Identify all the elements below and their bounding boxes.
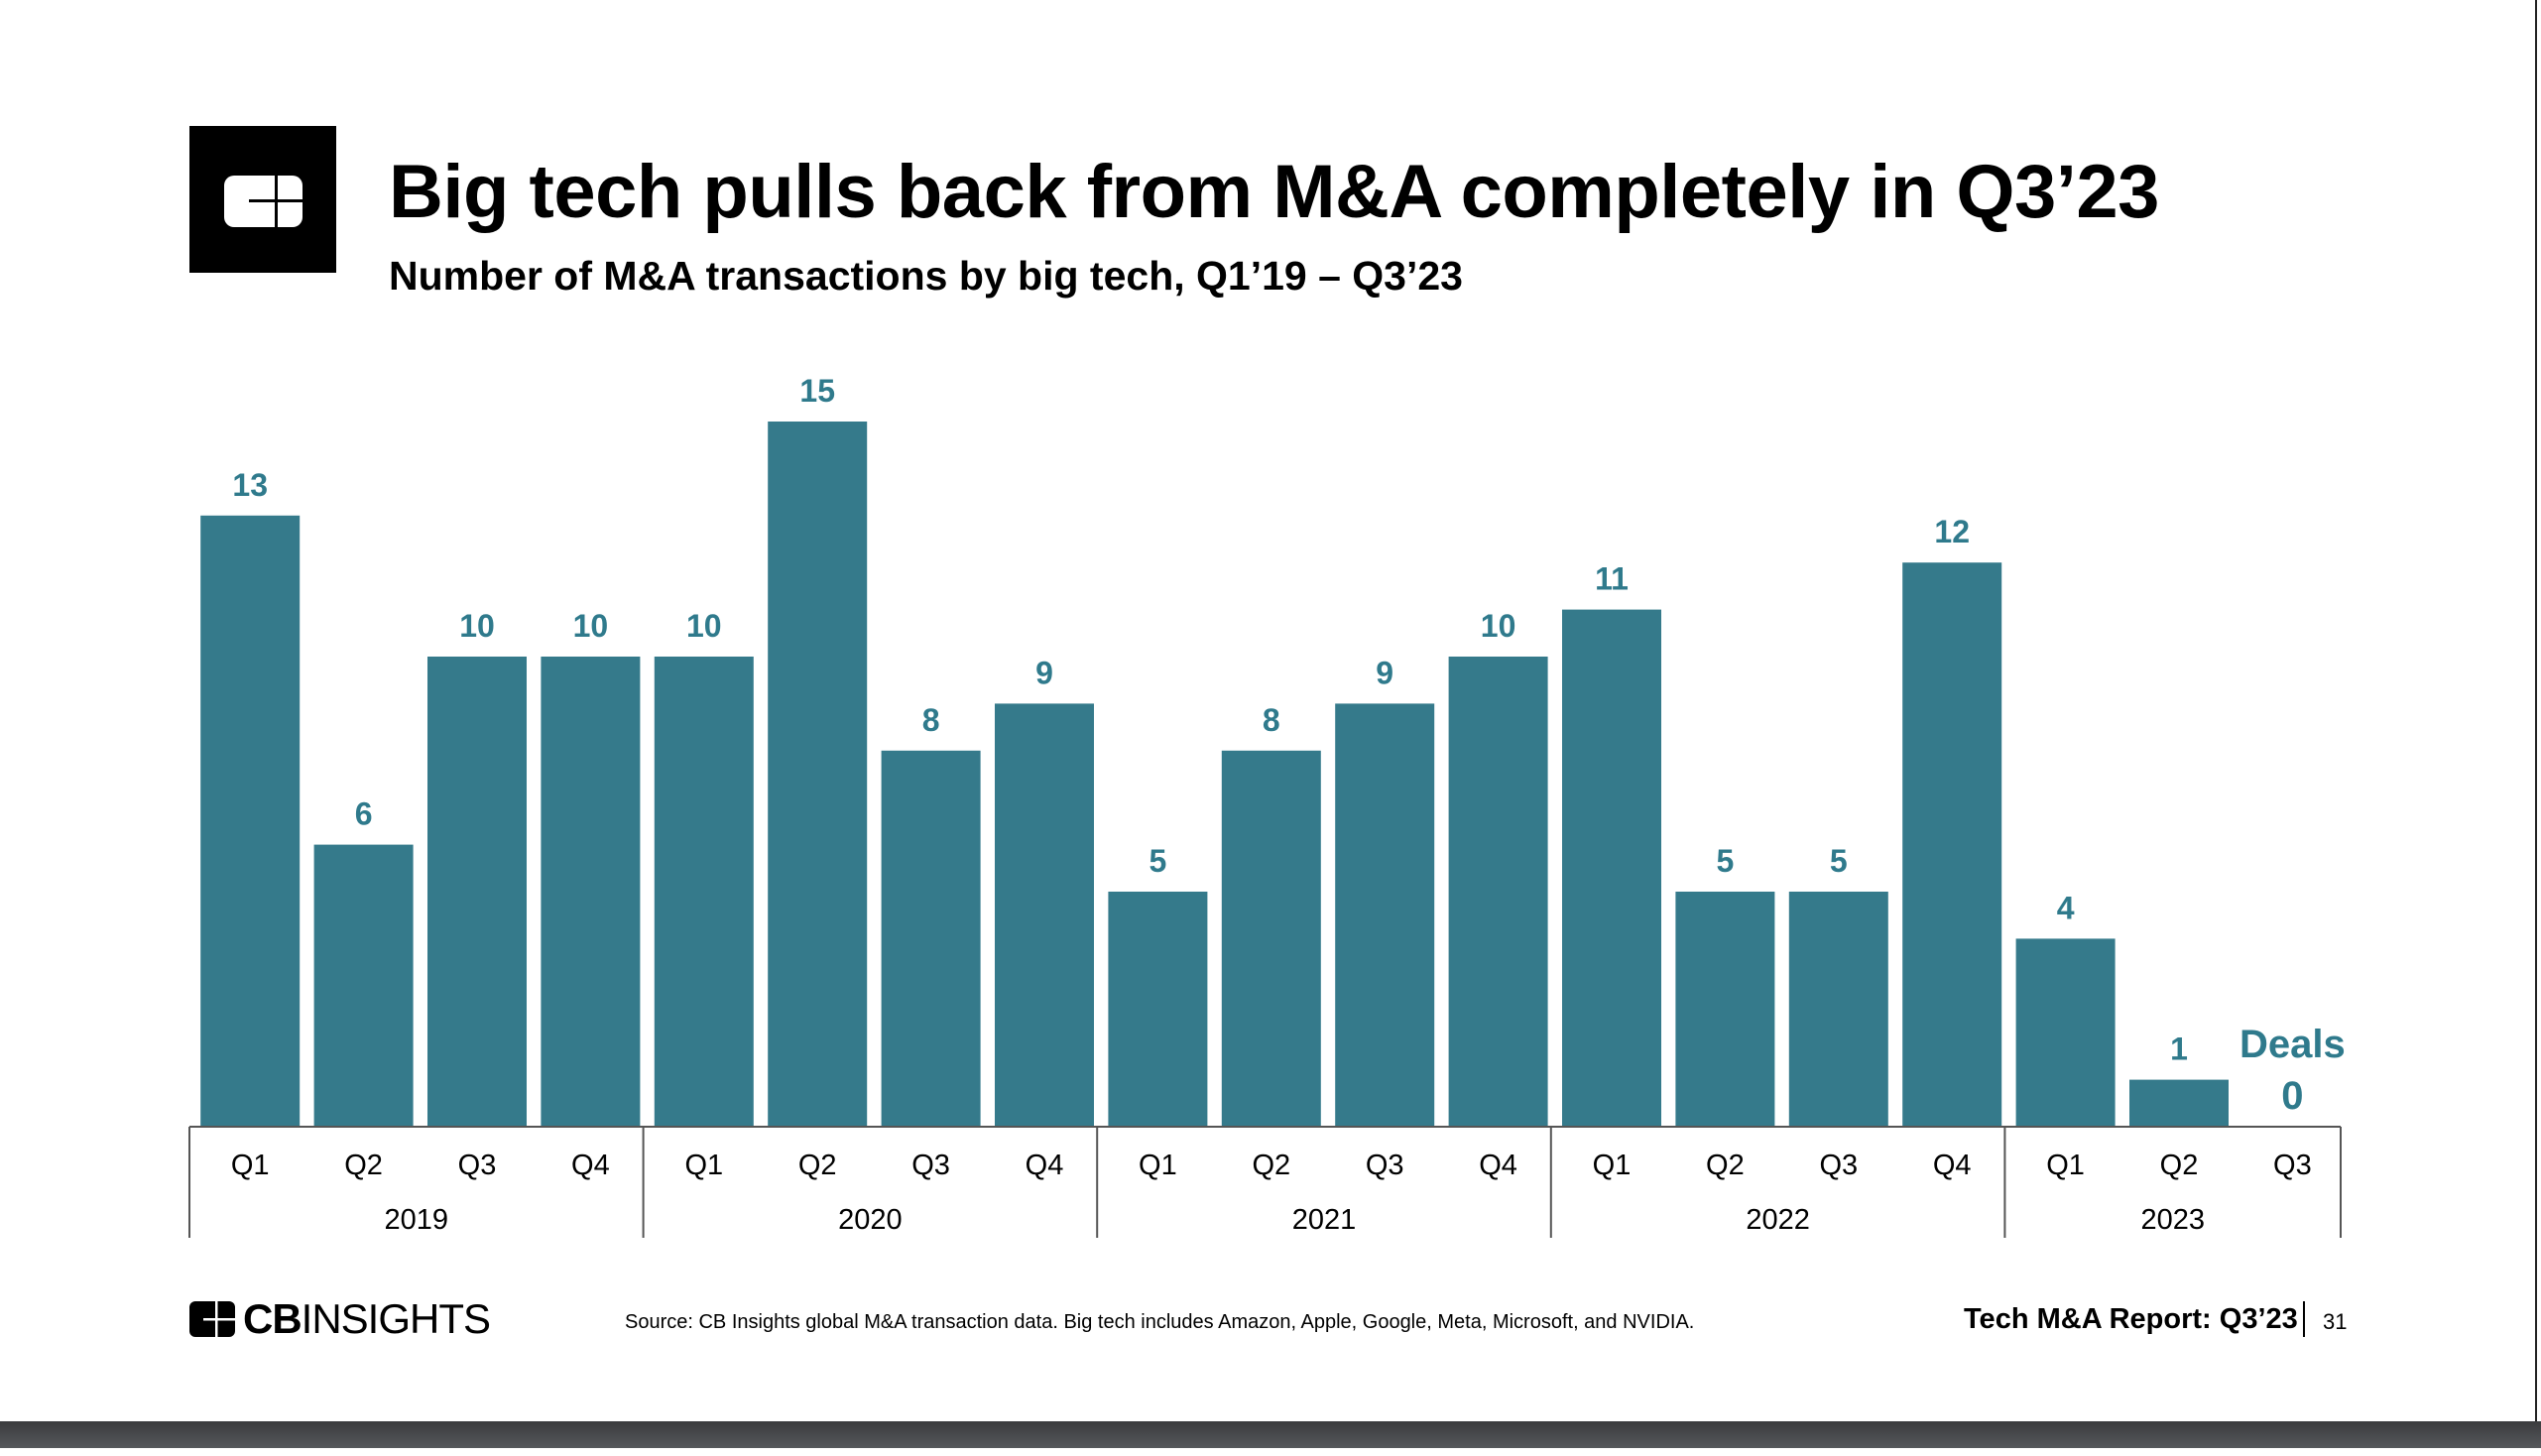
category-tick: Q2 [2160,1150,2199,1181]
bar [768,422,868,1127]
category-tick: Q2 [1252,1150,1290,1181]
category-tick: Q3 [911,1150,950,1181]
bar [1562,609,1661,1127]
category-tick: Q1 [684,1150,723,1181]
category-tick: Q4 [571,1150,610,1181]
year-label: 2020 [838,1204,903,1236]
cb-logo-icon [224,176,302,227]
bar [1675,892,1775,1127]
data-label: 10 [686,608,722,644]
data-label: 10 [573,608,609,644]
data-label: 4 [2057,890,2075,925]
page-subtitle: Number of M&A transactions by big tech, … [389,253,1463,299]
page-number: 31 [2323,1309,2348,1334]
bar [1335,703,1435,1127]
data-label: 15 [799,373,835,409]
category-tick: Q4 [1933,1150,1972,1181]
page-title: Big tech pulls back from M&A completely … [389,150,2159,234]
divider [2303,1301,2305,1337]
category-tick: Q1 [1139,1150,1177,1181]
bar [1108,892,1208,1127]
category-tick: Q2 [798,1150,837,1181]
bar-chart: 13Q16Q210Q310Q410Q115Q28Q39Q45Q18Q29Q310… [188,373,2346,1238]
source-note: Source: CB Insights global M&A transacti… [625,1311,1695,1333]
category-tick: Q3 [1366,1150,1404,1181]
bar [1902,562,2002,1127]
bar [654,657,754,1127]
viewer-bottom-bar [0,1421,2541,1448]
data-label: 12 [1934,514,1970,549]
data-label: 5 [1717,843,1735,879]
brand-wordmark: CBINSIGHTS [243,1295,491,1342]
data-label: 8 [1263,702,1280,738]
bar [541,657,641,1127]
data-label: 9 [1376,655,1393,690]
bar [313,844,414,1127]
data-label: 10 [1481,608,1516,644]
bar [1448,657,1548,1127]
bar [2129,1079,2229,1127]
footer-logo: CBINSIGHTS [189,1295,491,1342]
year-label: 2021 [1292,1204,1357,1236]
category-tick: Q2 [344,1150,383,1181]
cb-logo [189,126,336,273]
data-label: 11 [1595,561,1629,597]
category-tick: Q3 [458,1150,497,1181]
bar [1221,750,1321,1127]
bar [881,750,981,1127]
data-label: 0 [2281,1074,2303,1118]
year-label: 2022 [1746,1204,1810,1236]
report-name: Tech M&A Report: Q3’23 [1964,1303,2298,1335]
category-tick: Q3 [1819,1150,1858,1181]
data-label: 13 [232,467,268,503]
data-label: 5 [1150,843,1167,879]
bar [2015,938,2116,1127]
bar [427,657,527,1127]
data-label: 8 [922,702,940,738]
data-label: 10 [459,608,495,644]
category-tick: Q1 [231,1150,270,1181]
category-tick: Q1 [1593,1150,1632,1181]
category-tick: Q2 [1706,1150,1745,1181]
bar [995,703,1094,1127]
data-label: 6 [355,796,373,832]
bar [200,515,301,1127]
category-tick: Q4 [1479,1150,1517,1181]
data-label: 5 [1830,843,1848,879]
year-label: 2023 [2140,1204,2205,1236]
category-tick: Q4 [1026,1150,1064,1181]
data-label: 1 [2170,1031,2188,1067]
cb-logo-mark-icon [189,1301,235,1337]
category-tick: Q1 [2046,1150,2085,1181]
page-edge [2535,0,2537,1421]
series-label: Deals [2239,1023,2346,1066]
category-tick: Q3 [2273,1150,2312,1181]
year-label: 2019 [385,1204,449,1236]
data-label: 9 [1035,655,1053,690]
bar [1788,892,1888,1127]
